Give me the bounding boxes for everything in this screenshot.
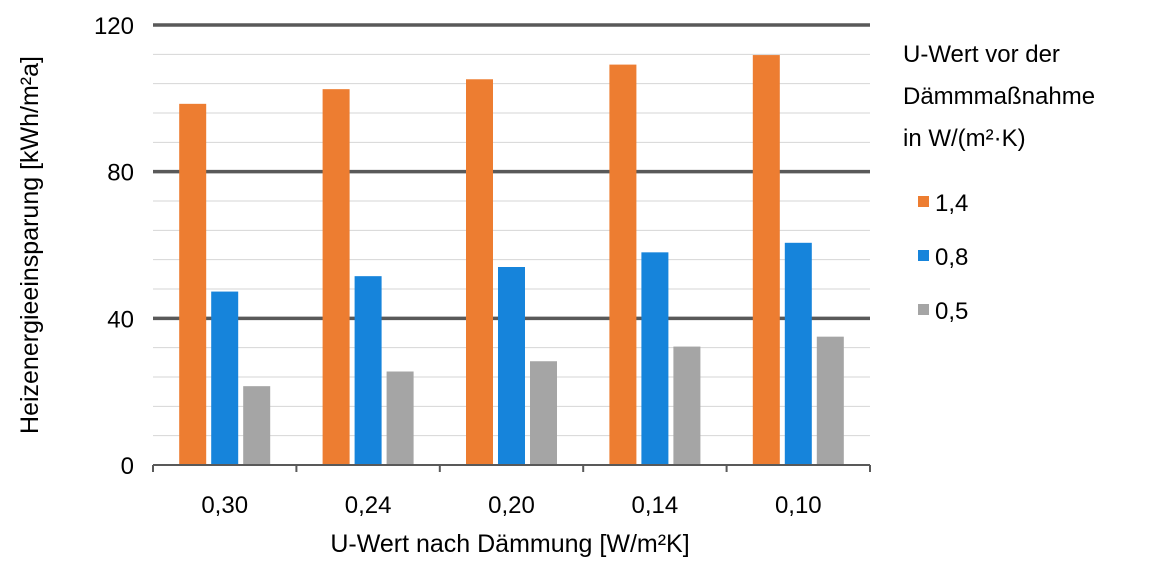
y-tick-label: 80 — [107, 160, 134, 187]
x-axis-title: U-Wert nach Dämmung [W/m²K] — [330, 530, 689, 558]
y-tick-label: 0 — [121, 453, 134, 480]
bar-0-5-0-24 — [386, 371, 414, 465]
legend-label: 0,5 — [935, 298, 968, 325]
x-tick-label: 0,24 — [345, 492, 392, 519]
x-tick-label: 0,10 — [775, 492, 822, 519]
x-axis: 0,30 0,24 0,20 0,14 0,10 — [152, 464, 871, 519]
bar-0-8-0-20 — [498, 267, 525, 465]
bar-0-5-0-10 — [816, 336, 844, 465]
bar-1-4-0-10 — [752, 55, 780, 466]
bar-1-4-0-20 — [466, 79, 493, 466]
bar-0-5-0-30 — [243, 386, 271, 465]
y-axis-title: Heizenergieeinsparung [kWh/m²a] — [16, 56, 44, 434]
bar-0-8-0-24 — [354, 276, 382, 465]
legend-title-line-2: Dämmmaßnahme — [903, 83, 1095, 110]
y-tick-label: 120 — [94, 13, 134, 40]
bar-1-4-0-14 — [609, 64, 637, 465]
bar-0-8-0-14 — [641, 252, 669, 465]
legend-title-line-3: in W/(m²·K) — [903, 125, 1026, 152]
x-tick-label: 0,30 — [201, 492, 248, 519]
bar-0-8-0-30 — [211, 291, 239, 465]
bars — [179, 55, 844, 466]
legend-label: 1,4 — [935, 190, 968, 217]
y-tick-label: 40 — [107, 306, 134, 333]
bar-1-4-0-30 — [179, 103, 207, 465]
legend-title-line-1: U-Wert vor der — [903, 41, 1060, 68]
legend: U-Wert vor der Dämmmaßnahme in W/(m²·K) … — [903, 41, 1095, 325]
legend-swatch — [918, 304, 929, 315]
bar-0-5-0-14 — [673, 346, 701, 465]
bar-0-8-0-10 — [784, 242, 812, 465]
legend-label: 0,8 — [935, 244, 968, 271]
x-tick-label: 0,20 — [488, 492, 535, 519]
bar-0-5-0-20 — [530, 361, 557, 465]
legend-swatch — [918, 196, 929, 207]
legend-swatch — [918, 250, 929, 261]
bar-1-4-0-24 — [322, 89, 350, 466]
y-axis: 0 40 80 120 — [94, 13, 134, 480]
x-tick-label: 0,14 — [632, 492, 679, 519]
